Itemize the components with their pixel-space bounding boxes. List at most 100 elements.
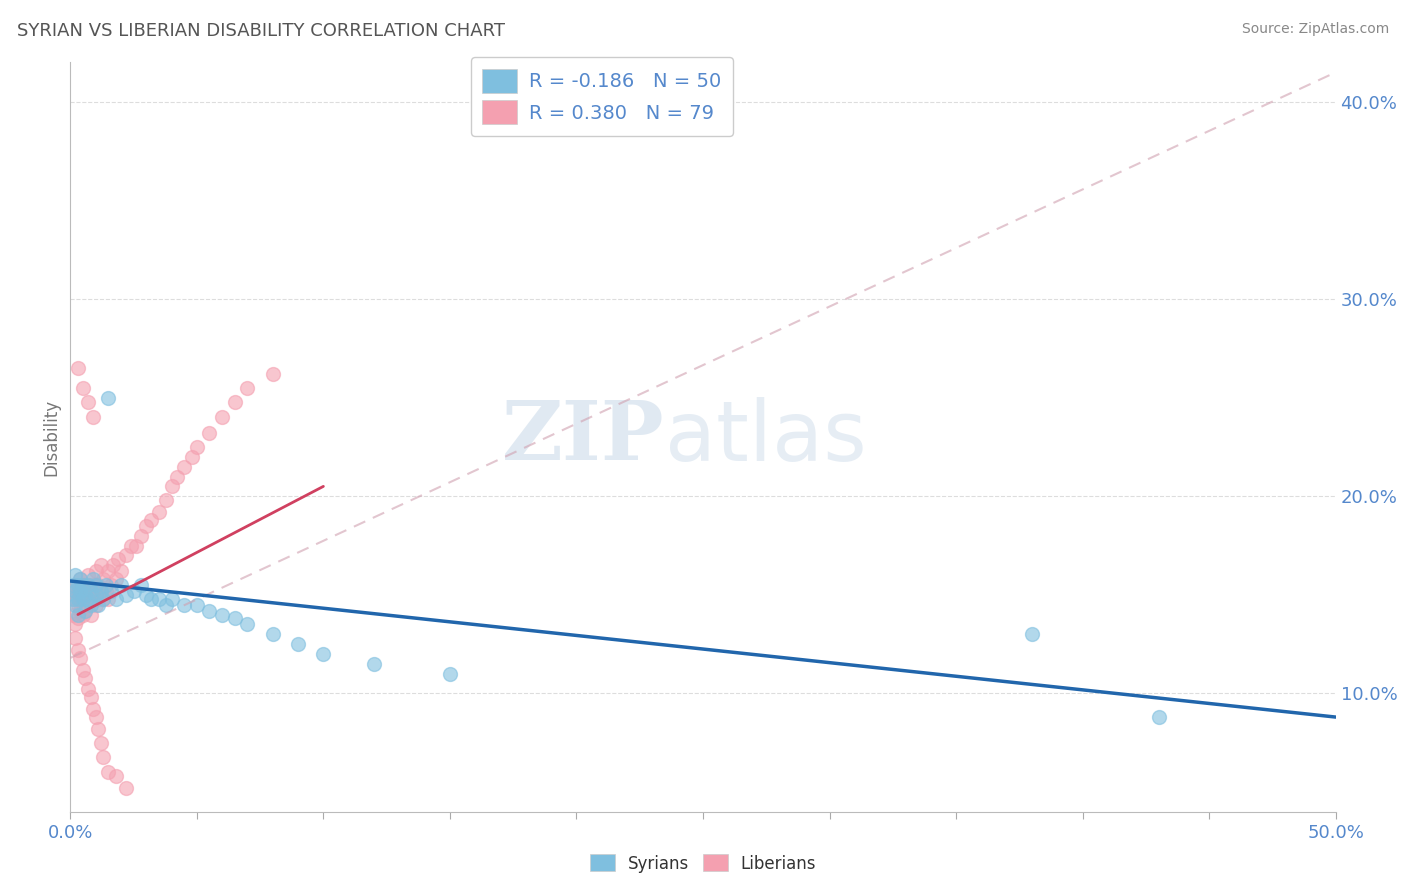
Text: SYRIAN VS LIBERIAN DISABILITY CORRELATION CHART: SYRIAN VS LIBERIAN DISABILITY CORRELATIO…: [17, 22, 505, 40]
Point: [72, 381, 94, 395]
Point: [91, 591, 114, 606]
Point: [160, 591, 183, 606]
Point: [141, 513, 163, 527]
Text: ZIP: ZIP: [502, 397, 665, 477]
Point: [90, 558, 112, 573]
Point: [79, 690, 101, 705]
Point: [77, 568, 100, 582]
Point: [115, 588, 138, 602]
Point: [82, 591, 104, 606]
Point: [87, 591, 110, 606]
Point: [122, 583, 145, 598]
Point: [72, 607, 94, 622]
Point: [91, 749, 114, 764]
Point: [94, 583, 117, 598]
Point: [91, 572, 114, 586]
Point: [69, 572, 91, 586]
Point: [236, 617, 259, 632]
Point: [66, 591, 89, 606]
Point: [97, 391, 120, 405]
Point: [110, 578, 132, 592]
Point: [107, 552, 129, 566]
Point: [82, 583, 104, 598]
Point: [312, 647, 335, 661]
Point: [97, 564, 120, 578]
Point: [180, 450, 202, 464]
Y-axis label: Disability: Disability: [42, 399, 60, 475]
Point: [1147, 710, 1170, 724]
Point: [236, 381, 259, 395]
Point: [439, 666, 461, 681]
Point: [62, 578, 84, 592]
Point: [94, 578, 117, 592]
Point: [65, 578, 87, 592]
Point: [65, 631, 87, 645]
Point: [90, 588, 112, 602]
Point: [363, 657, 385, 671]
Point: [125, 539, 148, 553]
Point: [72, 578, 94, 592]
Point: [173, 459, 195, 474]
Point: [115, 780, 138, 795]
Point: [166, 469, 188, 483]
Point: [79, 591, 101, 606]
Point: [91, 591, 114, 606]
Point: [287, 637, 309, 651]
Point: [65, 583, 87, 598]
Point: [104, 572, 127, 586]
Legend: Syrians, Liberians: Syrians, Liberians: [583, 847, 823, 880]
Point: [69, 604, 91, 618]
Point: [186, 598, 208, 612]
Point: [1021, 627, 1043, 641]
Point: [66, 598, 89, 612]
Point: [90, 736, 112, 750]
Point: [75, 591, 97, 606]
Point: [110, 564, 132, 578]
Point: [75, 578, 97, 592]
Point: [115, 549, 138, 563]
Point: [72, 578, 94, 592]
Point: [75, 604, 97, 618]
Point: [69, 572, 91, 586]
Point: [66, 583, 89, 598]
Point: [87, 578, 110, 592]
Point: [69, 583, 91, 598]
Point: [135, 518, 157, 533]
Point: [87, 722, 110, 736]
Point: [87, 598, 110, 612]
Point: [160, 479, 183, 493]
Point: [84, 564, 107, 578]
Point: [65, 617, 87, 632]
Point: [77, 583, 100, 598]
Point: [224, 394, 246, 409]
Point: [173, 598, 195, 612]
Point: [211, 410, 233, 425]
Point: [65, 591, 87, 606]
Point: [155, 598, 177, 612]
Point: [262, 367, 284, 381]
Text: Source: ZipAtlas.com: Source: ZipAtlas.com: [1241, 22, 1389, 37]
Point: [66, 361, 89, 376]
Point: [104, 591, 127, 606]
Point: [198, 604, 221, 618]
Point: [82, 702, 104, 716]
Point: [75, 671, 97, 685]
Point: [82, 410, 104, 425]
Text: atlas: atlas: [665, 397, 866, 477]
Point: [82, 572, 104, 586]
Point: [62, 583, 84, 598]
Point: [84, 710, 107, 724]
Point: [75, 604, 97, 618]
Point: [148, 505, 170, 519]
Point: [129, 529, 152, 543]
Point: [69, 591, 91, 606]
Point: [148, 591, 170, 606]
Point: [198, 426, 221, 441]
Point: [65, 568, 87, 582]
Point: [66, 611, 89, 625]
Point: [211, 607, 233, 622]
Point: [97, 765, 120, 780]
Point: [84, 588, 107, 602]
Point: [141, 591, 163, 606]
Point: [100, 578, 122, 592]
